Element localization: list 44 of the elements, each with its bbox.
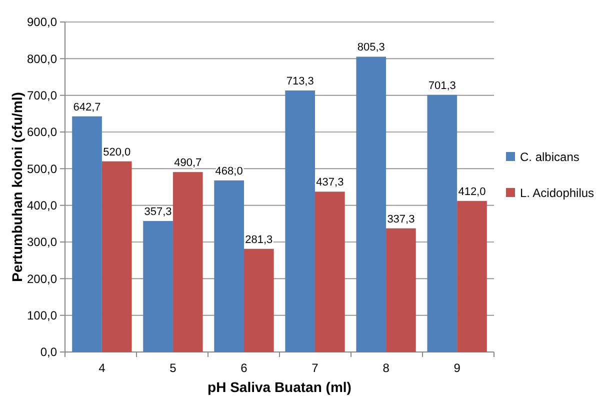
data-label: 468,0 (215, 165, 243, 178)
bar (143, 220, 173, 352)
x-tick-label: 7 (312, 361, 319, 375)
data-label: 437,3 (316, 176, 344, 189)
y-tick-label: 400,0 (26, 198, 58, 213)
y-axis-title: Pertumbuhan koloni (cfu/ml) (9, 92, 25, 282)
data-label: 357,3 (144, 206, 172, 218)
bar (285, 90, 316, 352)
y-tick-label: 800,0 (26, 52, 58, 66)
bar (214, 180, 244, 352)
bar (356, 56, 386, 352)
data-label: 281,3 (245, 234, 273, 246)
bar (244, 248, 274, 352)
y-tick-label: 0,0 (40, 345, 58, 360)
bar (427, 94, 458, 352)
y-tick-label: 500,0 (26, 162, 58, 176)
bar (102, 161, 132, 352)
bar (172, 172, 203, 352)
y-tick-label: 900,0 (26, 15, 58, 30)
x-tick-label: 6 (240, 361, 248, 375)
data-label: 520,0 (103, 146, 131, 158)
x-axis-title: pH Saliva Buatan (ml) (208, 379, 352, 395)
x-tick-label: 4 (98, 361, 106, 375)
bar (72, 116, 102, 352)
bar (315, 192, 345, 352)
legend-label: C. albicans (520, 150, 580, 164)
x-tick-label: 5 (170, 361, 177, 375)
y-tick-label: 300,0 (26, 235, 58, 250)
data-label: 490,7 (174, 157, 202, 170)
data-label: 337,3 (387, 213, 415, 226)
x-tick-label: 9 (454, 361, 461, 375)
y-tick-label: 100,0 (26, 308, 58, 323)
y-tick-label: 200,0 (26, 272, 58, 286)
bar (457, 200, 487, 352)
data-label: 713,3 (286, 75, 314, 88)
bar (386, 228, 416, 352)
data-label: 701,3 (428, 80, 456, 92)
y-tick-label: 700,0 (26, 88, 58, 103)
y-tick-label: 600,0 (26, 125, 58, 140)
data-label: 805,3 (357, 42, 385, 54)
data-label: 412,0 (458, 186, 486, 198)
data-label: 642,7 (73, 101, 101, 114)
legend-label: L. Acidophilus (520, 186, 594, 200)
x-tick-label: 8 (382, 361, 390, 375)
